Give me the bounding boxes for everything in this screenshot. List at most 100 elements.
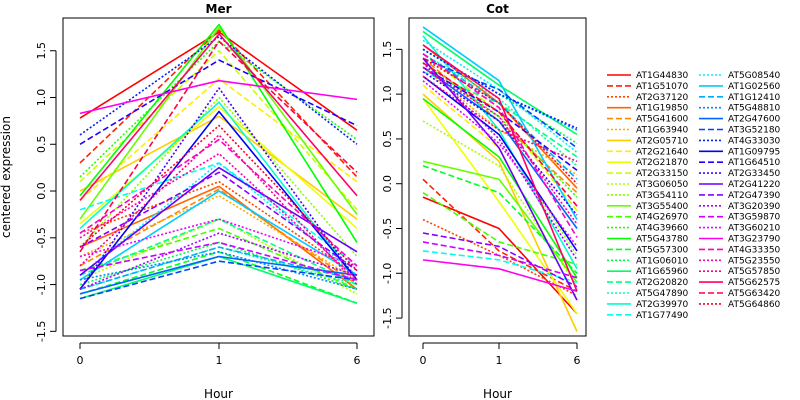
legend-label: AT2G33150	[636, 169, 689, 179]
legend-label: AT2G21870	[636, 158, 689, 168]
legend-label: AT3G06050	[636, 180, 689, 190]
legend-label: AT2G33450	[728, 169, 781, 179]
legend-label: AT2G39970	[636, 300, 689, 310]
series-line-at3g52180	[422, 57, 578, 149]
x-tick-label: 0	[420, 354, 427, 367]
legend-label: AT1G77490	[636, 311, 689, 321]
series-line-at5g63420	[79, 40, 358, 253]
series-line-at3g59870	[79, 241, 358, 281]
legend-label: AT1G02560	[728, 82, 781, 92]
series-line-at2g37120	[79, 180, 358, 276]
series-line-at5g57300	[422, 165, 578, 274]
y-axis-title: centered expression	[0, 116, 13, 238]
series-line-at1g51070	[422, 178, 578, 292]
series-line-at1g44830	[79, 31, 358, 131]
series-line-at4g33030	[79, 35, 358, 145]
series-line-at1g02560	[422, 26, 578, 220]
y-tick-label: 0.0	[35, 182, 48, 200]
panel-cot-series-lines	[422, 26, 578, 332]
legend-label: AT5G43780	[636, 235, 689, 245]
legend-label: AT3G55400	[636, 202, 689, 212]
panel-mer-title: Mer	[206, 2, 232, 16]
series-line-at2g47390	[79, 171, 358, 272]
series-line-at2g47390	[422, 232, 578, 288]
y-tick-label: 1.5	[381, 41, 394, 59]
x-tick-label: 1	[216, 354, 223, 367]
legend-label: AT3G23790	[728, 235, 781, 245]
legend-label: AT1G51070	[636, 82, 689, 92]
legend-label: AT1G44830	[636, 71, 689, 81]
legend-label: AT4G33030	[728, 136, 781, 146]
legend-label: AT5G47890	[636, 289, 689, 299]
series-line-at2g47600	[79, 255, 358, 295]
series-line-at2g39970	[79, 101, 358, 281]
y-tick-label: 1.0	[381, 85, 394, 103]
legend-label: AT1G09795	[728, 147, 780, 157]
series-line-at3g59870	[422, 241, 578, 279]
x-tick-label: 6	[354, 354, 361, 367]
legend-label: AT5G23550	[728, 256, 781, 266]
series-line-at2g20820	[79, 218, 358, 286]
series-line-at1g63940	[79, 194, 358, 281]
legend-label: AT3G54110	[636, 191, 689, 201]
panel-cot-title: Cot	[486, 2, 509, 16]
x-tick-label: 6	[574, 354, 581, 367]
y-tick-label: 1.0	[35, 89, 48, 107]
panel-mer-plot-border	[62, 17, 375, 337]
series-line-at3g52180	[79, 260, 358, 300]
x-tick-label: 1	[496, 354, 503, 367]
legend-label: AT5G57300	[636, 245, 689, 255]
y-tick-label: 1.5	[35, 42, 48, 60]
series-line-at5g64860	[422, 57, 578, 185]
legend-label: AT5G41600	[636, 115, 689, 125]
legend-label: AT2G21640	[636, 147, 689, 157]
series-line-at1g77490	[422, 250, 578, 284]
panel-mer-x-axis: 0 1 6	[77, 342, 361, 367]
legend-label: AT1G63940	[636, 126, 689, 136]
legend-label: AT3G60210	[728, 224, 781, 234]
legend-label: AT3G52180	[728, 126, 781, 136]
legend-label: AT1G06010	[636, 256, 689, 266]
series-line-at3g23790	[79, 79, 358, 115]
series-line-at1g19850	[79, 185, 358, 290]
panel-cot-x-title: Hour	[483, 387, 512, 400]
series-line-at4g33350	[422, 53, 578, 238]
series-line-at5g62575	[79, 33, 358, 201]
panel-mer: Mer -1.5 -1.0 -0.5 0.0 0.5 1.0 1.5 0 1 6 Hour	[35, 2, 375, 400]
series-line-at3g23790	[422, 259, 578, 292]
series-line-at3g60210	[422, 80, 578, 247]
series-line-at5g62575	[422, 44, 578, 292]
series-line-at1g65960	[79, 255, 358, 305]
series-line-at5g57850	[422, 75, 578, 163]
legend-label: AT2G41220	[728, 180, 781, 190]
y-tick-label: -1.5	[381, 307, 394, 328]
series-line-at1g77490	[79, 162, 358, 267]
legend: AT1G44830AT1G51070AT2G37120AT1G19850AT5G…	[607, 71, 781, 321]
series-line-at4g33350	[79, 138, 358, 267]
legend-label: AT5G08540	[728, 71, 781, 81]
series-line-at3g54110	[79, 96, 358, 258]
series-line-at5g48810	[79, 251, 358, 291]
series-line-at5g41600	[79, 188, 358, 286]
panel-cot-y-axis: -1.5 -1.0 -0.5 0.0 0.5 1.0 1.5	[381, 41, 403, 329]
series-line-at3g55400	[79, 26, 358, 220]
panel-cot-x-axis: 0 1 6	[420, 342, 581, 367]
series-line-at2g33450	[422, 71, 578, 216]
legend-label: AT1G12410	[728, 93, 781, 103]
y-tick-label: 0.5	[35, 136, 48, 154]
legend-label: AT4G33350	[728, 245, 781, 255]
series-line-at5g63420	[422, 62, 578, 207]
legend-label: AT2G05710	[636, 136, 689, 146]
series-line-at4g26970	[422, 192, 578, 266]
series-line-at5g43780	[422, 97, 578, 279]
y-tick-label: -0.5	[381, 218, 394, 239]
y-tick-label: -1.0	[381, 263, 394, 284]
series-line-at2g33450	[79, 87, 358, 290]
series-line-at5g64860	[79, 124, 358, 272]
legend-label: AT5G64860	[728, 300, 781, 310]
panel-mer-x-title: Hour	[204, 387, 233, 400]
series-line-at4g33030	[422, 48, 578, 129]
panel-cot: Cot -1.5 -1.0 -0.5 0.0 0.5 1.0 1.5 0 1 6 Hour	[381, 2, 587, 400]
legend-label: AT1G64510	[728, 158, 781, 168]
